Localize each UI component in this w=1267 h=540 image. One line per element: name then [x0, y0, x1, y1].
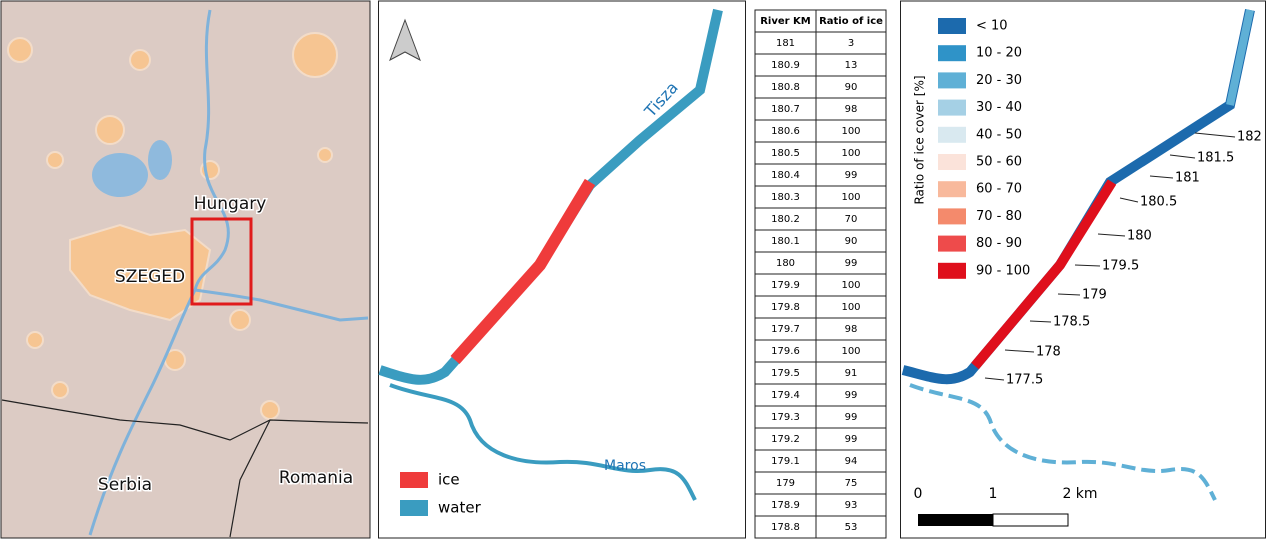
cell-text: 70 [845, 214, 858, 225]
cell-text: 180.6 [771, 126, 800, 137]
km-label: 180 [1127, 229, 1152, 244]
legend-swatch [938, 208, 966, 224]
cell-text: 75 [845, 478, 858, 489]
country-label: Serbia [98, 475, 152, 495]
cell-text: 179.8 [771, 302, 800, 313]
legend-label: 90 - 100 [976, 263, 1030, 278]
header-cell: Ratio of ice [819, 16, 883, 27]
legend-label: 20 - 30 [976, 73, 1022, 88]
km-label: 181 [1175, 171, 1200, 186]
cell-text: 13 [845, 60, 858, 71]
scale-label: 1 [989, 486, 998, 502]
river-label: Maros [604, 458, 646, 474]
legend-swatch [938, 100, 966, 116]
legend-swatch [938, 72, 966, 88]
legend-swatch [938, 127, 966, 143]
cell-text: 53 [845, 522, 858, 533]
cell-text: 98 [845, 324, 858, 335]
legend-label: water [438, 499, 482, 517]
km-label: 177.5 [1006, 373, 1043, 388]
cell-text: 90 [845, 236, 858, 247]
cell-text: 179 [776, 478, 795, 489]
legend-swatch [400, 500, 428, 516]
km-label: 179 [1082, 288, 1107, 303]
km-label: 180.5 [1140, 195, 1177, 210]
cell-text: 180.9 [771, 60, 800, 71]
legend-label: < 10 [976, 19, 1008, 34]
legend-swatch [938, 154, 966, 170]
scale-label: 2 km [1062, 486, 1097, 502]
legend-swatch [938, 45, 966, 61]
cell-text: 180.3 [771, 192, 800, 203]
legend-label: 40 - 50 [976, 127, 1022, 142]
city-label: SZEGED [115, 267, 185, 287]
cell-text: 179.6 [771, 346, 800, 357]
cell-text: 179.7 [771, 324, 800, 335]
cell-text: 180.8 [771, 82, 800, 93]
cell-text: 179.4 [771, 390, 800, 401]
scale-label: 0 [914, 486, 923, 502]
cell-text: 100 [841, 148, 860, 159]
cell-text: 100 [841, 346, 860, 357]
ratio-table: River KM Ratio of ice 181 3 180.9 13 180.8 90 18… [755, 10, 886, 538]
scale-bar [993, 514, 1068, 526]
km-label: 178.5 [1053, 315, 1090, 330]
ratio-map: Ratio of ice cover [%] < 10 10 - 20 20 - 3… [901, 1, 1266, 538]
km-label: 182 [1237, 130, 1262, 145]
legend-swatch [938, 181, 966, 197]
cell-text: 98 [845, 104, 858, 115]
cell-text: 3 [848, 38, 854, 49]
cell-text: 179.5 [771, 368, 800, 379]
legend-label: 70 - 80 [976, 209, 1022, 224]
cell-text: 99 [845, 434, 858, 445]
cell-text: 179.1 [771, 456, 800, 467]
cell-text: 99 [845, 170, 858, 181]
legend-label: 50 - 60 [976, 155, 1022, 170]
cell-text: 179.3 [771, 412, 800, 423]
legend-swatch [400, 472, 428, 488]
cell-text: 100 [841, 280, 860, 291]
cell-text: 99 [845, 412, 858, 423]
cell-text: 100 [841, 126, 860, 137]
country-label: Romania [279, 468, 353, 488]
legend-swatch [938, 236, 966, 252]
legend-swatch [938, 263, 966, 279]
cell-text: 93 [845, 500, 858, 511]
cell-text: 179.2 [771, 434, 800, 445]
cell-text: 178.8 [771, 522, 800, 533]
km-label: 178 [1036, 345, 1061, 360]
km-label: 181.5 [1197, 151, 1234, 166]
cell-text: 99 [845, 258, 858, 269]
cell-text: 181 [776, 38, 795, 49]
legend-swatch [938, 18, 966, 34]
country-label: Hungary [194, 194, 267, 214]
map-frame [379, 1, 746, 538]
cell-text: 180.1 [771, 236, 800, 247]
cell-text: 100 [841, 192, 860, 203]
legend-title: Ratio of ice cover [%] [913, 75, 927, 204]
cell-text: 94 [845, 456, 858, 467]
location-map: Hungary SZEGED Serbia Romania [1, 1, 370, 538]
cell-text: 180.2 [771, 214, 800, 225]
cell-text: 91 [845, 368, 858, 379]
km-label: 179.5 [1102, 259, 1139, 274]
cell-text: 99 [845, 390, 858, 401]
cell-text: 180.7 [771, 104, 800, 115]
legend-label: 30 - 40 [976, 100, 1022, 115]
cell-text: 100 [841, 302, 860, 313]
legend-label: 10 - 20 [976, 46, 1022, 61]
cell-text: 178.9 [771, 500, 800, 511]
cell-text: 179.9 [771, 280, 800, 291]
cell-text: 90 [845, 82, 858, 93]
legend-label: ice [438, 471, 460, 489]
cell-text: 180.5 [771, 148, 800, 159]
figure: Hungary SZEGED Serbia Romania Tisza Maro… [0, 0, 1267, 540]
legend-label: 60 - 70 [976, 182, 1022, 197]
header-cell: River KM [760, 16, 811, 27]
scale-bar [918, 514, 993, 526]
cell-text: 180 [776, 258, 795, 269]
cell-text: 180.4 [771, 170, 800, 181]
legend-label: 80 - 90 [976, 236, 1022, 251]
